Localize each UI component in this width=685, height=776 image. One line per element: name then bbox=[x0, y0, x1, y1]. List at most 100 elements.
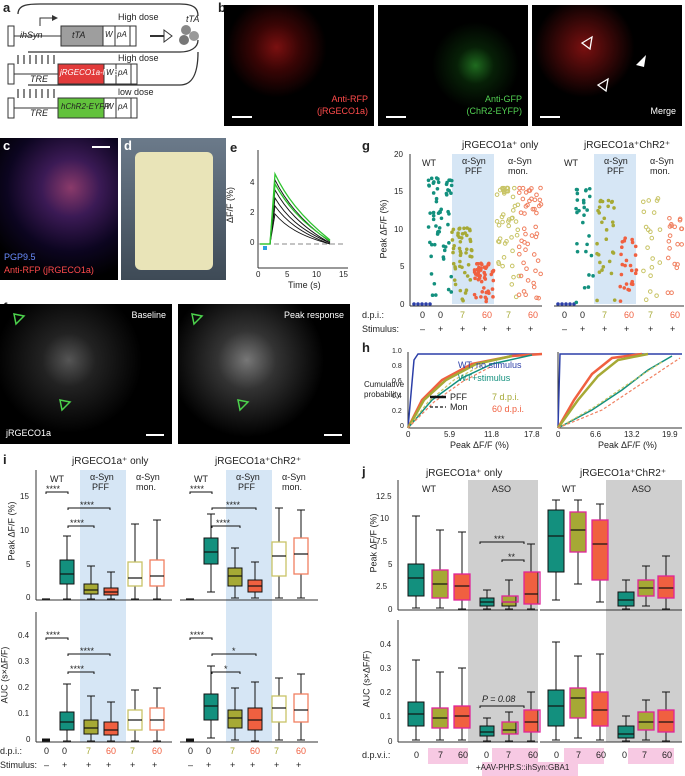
scatter-point bbox=[675, 262, 680, 267]
j-ytick: 0.1 bbox=[380, 712, 392, 721]
i-dpi-value: 0 bbox=[206, 746, 212, 756]
box-mark bbox=[83, 583, 99, 595]
j-ytick: 0.3 bbox=[380, 664, 392, 673]
scatter-point bbox=[451, 246, 456, 251]
scatter-point bbox=[525, 241, 531, 247]
dots bbox=[412, 176, 685, 306]
scatter-point bbox=[491, 268, 496, 273]
scatter-point bbox=[431, 217, 436, 222]
g-stim-value: + bbox=[460, 324, 466, 334]
c1-promoter: ihSyn bbox=[20, 30, 43, 40]
scatter-point bbox=[504, 188, 510, 194]
panel-g: g jRGECO1a⁺ only jRGECO1a⁺ChR2⁺ Peak ΔF/… bbox=[362, 128, 685, 338]
scatter-point bbox=[451, 261, 456, 266]
h-legend-60: 60 d.p.i. bbox=[492, 404, 525, 414]
scatter-point bbox=[478, 268, 483, 272]
i-ytick: 0.2 bbox=[18, 683, 30, 692]
scale-bar bbox=[92, 146, 110, 148]
scatter-point bbox=[575, 241, 579, 246]
scatter-point bbox=[574, 187, 579, 192]
box-highlight bbox=[569, 511, 587, 553]
g-scatter bbox=[409, 154, 685, 307]
micrograph-green: Anti-GFP (ChR2-EYFP) bbox=[378, 5, 528, 126]
g-mon-1-r: α-Syn bbox=[650, 156, 674, 166]
i-right-title: jRGECO1a⁺ChR2⁺ bbox=[215, 456, 302, 467]
g-stim-value: + bbox=[506, 324, 512, 334]
scatter-point bbox=[523, 204, 529, 209]
scatter-point bbox=[677, 217, 683, 223]
panel-d-label: d bbox=[124, 138, 132, 153]
scatter-point bbox=[464, 247, 469, 252]
i-dpi-value: 0 bbox=[62, 746, 68, 756]
scatter-point bbox=[509, 282, 515, 287]
scatter-point bbox=[436, 211, 441, 216]
i-ytick: 0 bbox=[26, 735, 31, 744]
box-mark bbox=[227, 709, 243, 729]
scatter-point bbox=[619, 252, 623, 257]
box-mark bbox=[59, 559, 75, 585]
g-stim-value: + bbox=[528, 324, 534, 334]
scatter-point bbox=[675, 241, 680, 247]
scale-bar bbox=[386, 116, 406, 118]
j-dpvi-value: 7 bbox=[438, 750, 444, 760]
scatter-point bbox=[598, 260, 602, 265]
scatter-point bbox=[633, 253, 638, 257]
g-dpi-value: 60 bbox=[670, 310, 681, 320]
scatter-point bbox=[482, 265, 487, 270]
scatter-point bbox=[604, 228, 609, 232]
scatter-point bbox=[604, 237, 609, 242]
box-mark bbox=[59, 711, 75, 731]
scatter-point bbox=[622, 286, 627, 290]
box-mark bbox=[591, 519, 609, 581]
scatter-point bbox=[505, 186, 511, 191]
scatter-point bbox=[434, 196, 439, 201]
scatter-point bbox=[643, 297, 649, 303]
j-left-title: jRGECO1a⁺ only bbox=[426, 468, 503, 479]
g-stim-value: – bbox=[562, 324, 568, 334]
scatter-point bbox=[496, 222, 502, 228]
scatter-point bbox=[620, 262, 625, 267]
scatter-point bbox=[501, 255, 507, 260]
scatter-point bbox=[665, 255, 671, 261]
box-mark bbox=[293, 693, 309, 723]
h-ylabel-2: probability bbox=[364, 390, 401, 399]
g-stim-value: + bbox=[482, 324, 488, 334]
c1-gene: tTA bbox=[72, 30, 86, 40]
scatter-point bbox=[533, 224, 538, 230]
box-mark bbox=[407, 563, 425, 597]
scatter-point bbox=[429, 272, 434, 276]
scatter-point bbox=[523, 231, 528, 237]
scatter-point bbox=[556, 302, 560, 306]
c2-promoter: TRE bbox=[30, 74, 48, 84]
scatter-point bbox=[466, 262, 471, 267]
g-dpi-value: 7 bbox=[460, 310, 466, 320]
scatter-point bbox=[446, 287, 451, 292]
scale-bar bbox=[146, 434, 164, 436]
g-dpi-value: 7 bbox=[648, 310, 654, 320]
scatter-point bbox=[568, 302, 572, 306]
box-mark bbox=[227, 567, 243, 587]
scatter-point bbox=[446, 188, 450, 192]
e-xtick-10: 10 bbox=[312, 270, 321, 279]
panel-f: f Baseline jRGECO1a Peak response bbox=[0, 300, 355, 444]
box-mark bbox=[657, 709, 675, 733]
panel-i: i jRGECO1a⁺ only jRGECO1a⁺ChR2⁺ **** ***… bbox=[0, 452, 355, 776]
scatter-point bbox=[521, 226, 527, 231]
scatter-point bbox=[597, 205, 602, 209]
scatter-point bbox=[582, 205, 587, 210]
scatter-point bbox=[475, 262, 479, 266]
scatter-point bbox=[527, 198, 532, 204]
g-ytick: 5 bbox=[400, 262, 405, 271]
scatter-point bbox=[464, 233, 469, 238]
scatter-point bbox=[654, 198, 660, 203]
arrowheads bbox=[580, 35, 646, 93]
box-highlight bbox=[569, 687, 587, 719]
scatter-point bbox=[648, 273, 653, 278]
g-stim-value: + bbox=[624, 324, 630, 334]
g-stim-value: + bbox=[602, 324, 608, 334]
scatter-point bbox=[529, 233, 535, 238]
box-mark bbox=[637, 711, 655, 731]
i-wt: WT bbox=[50, 474, 64, 484]
h-cdf bbox=[406, 352, 682, 429]
trace-plot bbox=[257, 150, 348, 269]
